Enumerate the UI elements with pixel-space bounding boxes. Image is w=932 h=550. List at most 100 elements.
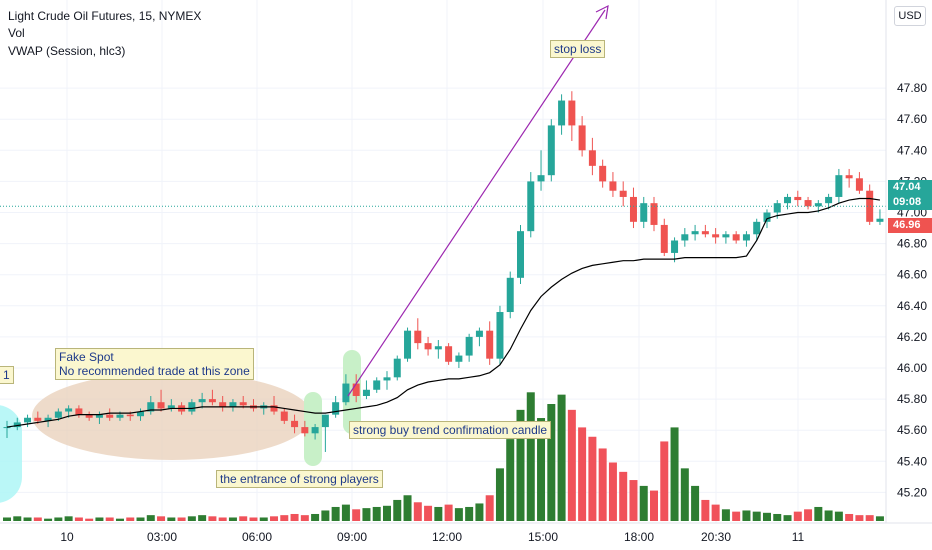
- price-tick-label: 46.60: [897, 268, 927, 282]
- price-tick-label: 47.40: [897, 143, 927, 157]
- fake-spot-title: Fake Spot: [59, 350, 114, 364]
- price-tick-label: 47.80: [897, 81, 927, 95]
- volume-bar: [413, 502, 422, 521]
- volume-bar: [680, 468, 689, 521]
- candle-body: [578, 125, 586, 151]
- candle: [188, 399, 196, 415]
- volume-bar: [424, 505, 433, 521]
- arrow-shaft: [347, 9, 606, 397]
- price-tick-label: 46.80: [897, 237, 927, 251]
- candle: [599, 159, 607, 188]
- candle-body: [475, 330, 483, 337]
- candle: [876, 209, 884, 225]
- candle-body: [280, 411, 288, 421]
- candle-body: [547, 125, 555, 176]
- candle-body: [106, 414, 114, 418]
- volume-bar: [300, 515, 309, 521]
- candle: [506, 271, 514, 319]
- volume-bar: [485, 495, 494, 521]
- candle-body: [629, 196, 637, 222]
- symbol-title[interactable]: Light Crude Oil Futures, 15, NYMEX: [8, 9, 202, 23]
- volume-bar: [54, 517, 63, 521]
- volume-bar: [208, 516, 217, 521]
- candle: [558, 94, 566, 135]
- candle: [578, 116, 586, 157]
- volume-bar: [352, 509, 361, 521]
- volume-bar: [721, 509, 730, 521]
- arrow-head-icon: [595, 4, 609, 20]
- candle-body: [301, 427, 309, 434]
- candle-body: [845, 175, 853, 179]
- candle: [24, 414, 32, 428]
- volume-bar: [475, 503, 484, 521]
- candle-body: [188, 402, 196, 412]
- candle-body: [835, 175, 843, 197]
- volume-bar: [239, 516, 248, 521]
- candle-body: [75, 408, 83, 415]
- candle: [147, 395, 155, 415]
- candle: [660, 218, 668, 257]
- left-edge-annotation[interactable]: 1: [0, 366, 14, 384]
- candle: [712, 228, 720, 244]
- currency-button[interactable]: USD: [894, 6, 926, 26]
- candle: [547, 119, 555, 182]
- candle-body: [763, 212, 771, 222]
- low-price-tag: 46.96: [888, 218, 932, 233]
- price-tick-label: 45.80: [897, 392, 927, 406]
- volume-bar: [64, 516, 73, 521]
- volume-indicator-label[interactable]: Vol: [8, 26, 25, 40]
- candle-body: [54, 411, 62, 418]
- candle-body: [291, 420, 299, 428]
- volume-bar: [762, 512, 771, 521]
- candle: [198, 392, 206, 409]
- candle: [568, 91, 576, 141]
- volume-bar: [95, 517, 104, 521]
- candle-body: [34, 417, 42, 421]
- volume-bar: [598, 448, 607, 521]
- candle-body: [404, 330, 412, 359]
- candle: [229, 399, 237, 412]
- candle: [332, 395, 340, 418]
- candle-body: [866, 190, 874, 222]
- candle-body: [825, 196, 833, 204]
- candle: [855, 172, 863, 194]
- volume-bar: [537, 418, 546, 521]
- candle-body: [434, 346, 442, 350]
- candle: [383, 371, 391, 390]
- stop-loss-annotation[interactable]: stop loss: [550, 40, 606, 58]
- volume-bar: [372, 506, 381, 521]
- candle-body: [445, 346, 453, 362]
- candle-body: [517, 231, 524, 278]
- volume-bar: [146, 515, 155, 521]
- volume-bar: [495, 468, 504, 521]
- candle-body: [794, 196, 802, 201]
- candle: [486, 321, 494, 365]
- time-tick-label: 18:00: [624, 530, 654, 544]
- price-tick-label: 46.20: [897, 330, 927, 344]
- candle-body: [95, 414, 103, 418]
- candle: [342, 374, 350, 406]
- volume-bar: [228, 517, 237, 521]
- candle-body: [455, 355, 463, 362]
- last-price-tag: 47.04: [888, 180, 932, 195]
- vwap-indicator-label[interactable]: VWAP (Session, hlc3): [8, 44, 126, 58]
- candle: [13, 417, 21, 431]
- volume-bar: [44, 518, 53, 521]
- entrance-annotation[interactable]: the entrance of strong players: [216, 470, 383, 488]
- candle-body: [424, 343, 432, 350]
- candle-body: [537, 175, 545, 182]
- trend-confirmation-annotation[interactable]: strong buy trend confirmation candle: [349, 421, 552, 439]
- volume-bar: [629, 480, 638, 521]
- candle-body: [527, 181, 535, 232]
- volume-bar: [691, 485, 700, 521]
- fake-spot-annotation[interactable]: Fake Spot No recommended trade at this z…: [55, 348, 254, 380]
- candle: [373, 377, 381, 393]
- volume-bar: [660, 441, 669, 521]
- highlight-zones: [0, 350, 361, 503]
- candle-body: [568, 100, 576, 126]
- candle: [650, 196, 658, 232]
- volume-bar: [732, 511, 741, 521]
- candle: [424, 336, 432, 356]
- candle: [137, 408, 145, 421]
